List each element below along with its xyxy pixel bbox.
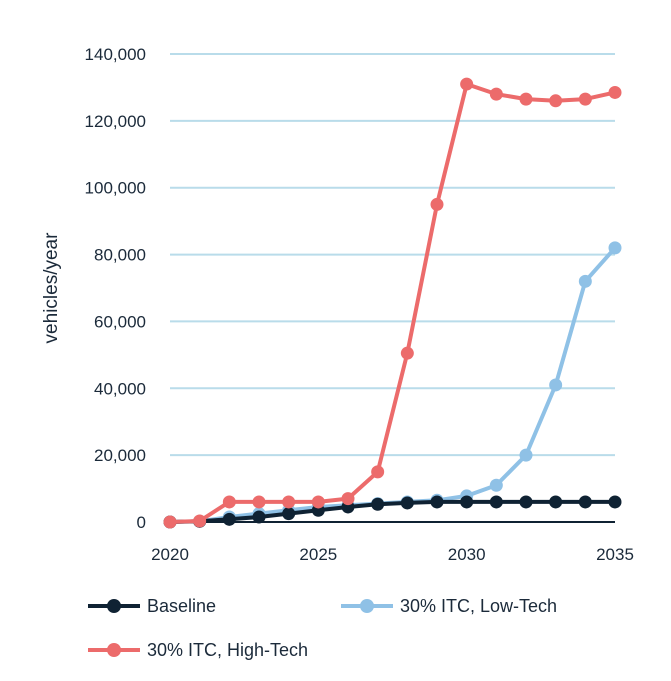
legend-item: Baseline xyxy=(88,596,216,616)
data-point xyxy=(519,448,533,462)
x-tick-label: 2025 xyxy=(299,545,337,564)
legend-item: 30% ITC, Low-Tech xyxy=(341,596,557,616)
y-tick-label: 100,000 xyxy=(85,179,146,198)
legend-label: 30% ITC, High-Tech xyxy=(147,640,308,660)
data-point xyxy=(163,515,177,529)
data-point xyxy=(549,94,563,108)
y-tick-label: 60,000 xyxy=(94,312,146,331)
y-tick-label: 140,000 xyxy=(85,45,146,64)
data-point xyxy=(489,478,503,492)
data-point xyxy=(222,512,236,526)
data-point xyxy=(282,495,296,509)
gridlines xyxy=(170,53,615,457)
data-point xyxy=(193,514,207,528)
y-axis-label: vehicles/year xyxy=(41,232,62,344)
series-line xyxy=(169,246,617,524)
data-point xyxy=(430,197,444,211)
legend-marker xyxy=(107,643,121,657)
data-point xyxy=(578,274,592,288)
data-point xyxy=(608,241,622,255)
series-line xyxy=(169,82,616,524)
data-point xyxy=(460,495,474,509)
series-line xyxy=(169,499,615,524)
data-point xyxy=(489,495,503,509)
data-point xyxy=(222,495,236,509)
data-point xyxy=(519,92,533,106)
data-point xyxy=(578,495,592,509)
data-point xyxy=(519,495,533,509)
legend-label: Baseline xyxy=(147,596,216,616)
y-tick-label: 40,000 xyxy=(94,379,146,398)
data-point xyxy=(608,495,622,509)
x-axis-ticks: 2020 2025 2030 2035 xyxy=(151,545,634,564)
y-tick-label: 120,000 xyxy=(85,112,146,131)
data-point xyxy=(311,495,325,509)
data-point xyxy=(489,87,503,101)
data-point xyxy=(252,510,266,524)
data-point xyxy=(549,495,563,509)
data-point xyxy=(371,465,385,479)
x-tick-label: 2020 xyxy=(151,545,189,564)
legend-label: 30% ITC, Low-Tech xyxy=(400,596,557,616)
data-point xyxy=(608,85,622,99)
y-tick-label: 80,000 xyxy=(94,246,146,265)
data-point xyxy=(341,492,355,506)
y-tick-label: 0 xyxy=(137,513,146,532)
legend-item: 30% ITC, High-Tech xyxy=(88,640,308,660)
data-point xyxy=(578,92,592,106)
data-point xyxy=(430,495,444,509)
data-point xyxy=(460,77,474,91)
series-lines xyxy=(163,77,622,529)
data-point xyxy=(549,378,563,392)
legend: Baseline 30% ITC, Low-Tech 30% ITC, High-T… xyxy=(88,596,557,660)
data-point xyxy=(400,346,414,360)
data-point xyxy=(400,496,414,510)
y-tick-label: 20,000 xyxy=(94,446,146,465)
data-point xyxy=(252,495,266,509)
data-point xyxy=(371,497,385,511)
y-axis-ticks: 0 20,000 40,000 60,000 80,000 100,000 120,000 1… xyxy=(85,45,146,532)
x-tick-label: 2030 xyxy=(448,545,486,564)
legend-marker xyxy=(107,599,121,613)
data-point xyxy=(282,507,296,521)
x-tick-label: 2035 xyxy=(596,545,634,564)
legend-marker xyxy=(360,599,374,613)
series-30-itc-high-tech xyxy=(163,77,622,529)
series-30-itc-low-tech xyxy=(163,241,622,529)
